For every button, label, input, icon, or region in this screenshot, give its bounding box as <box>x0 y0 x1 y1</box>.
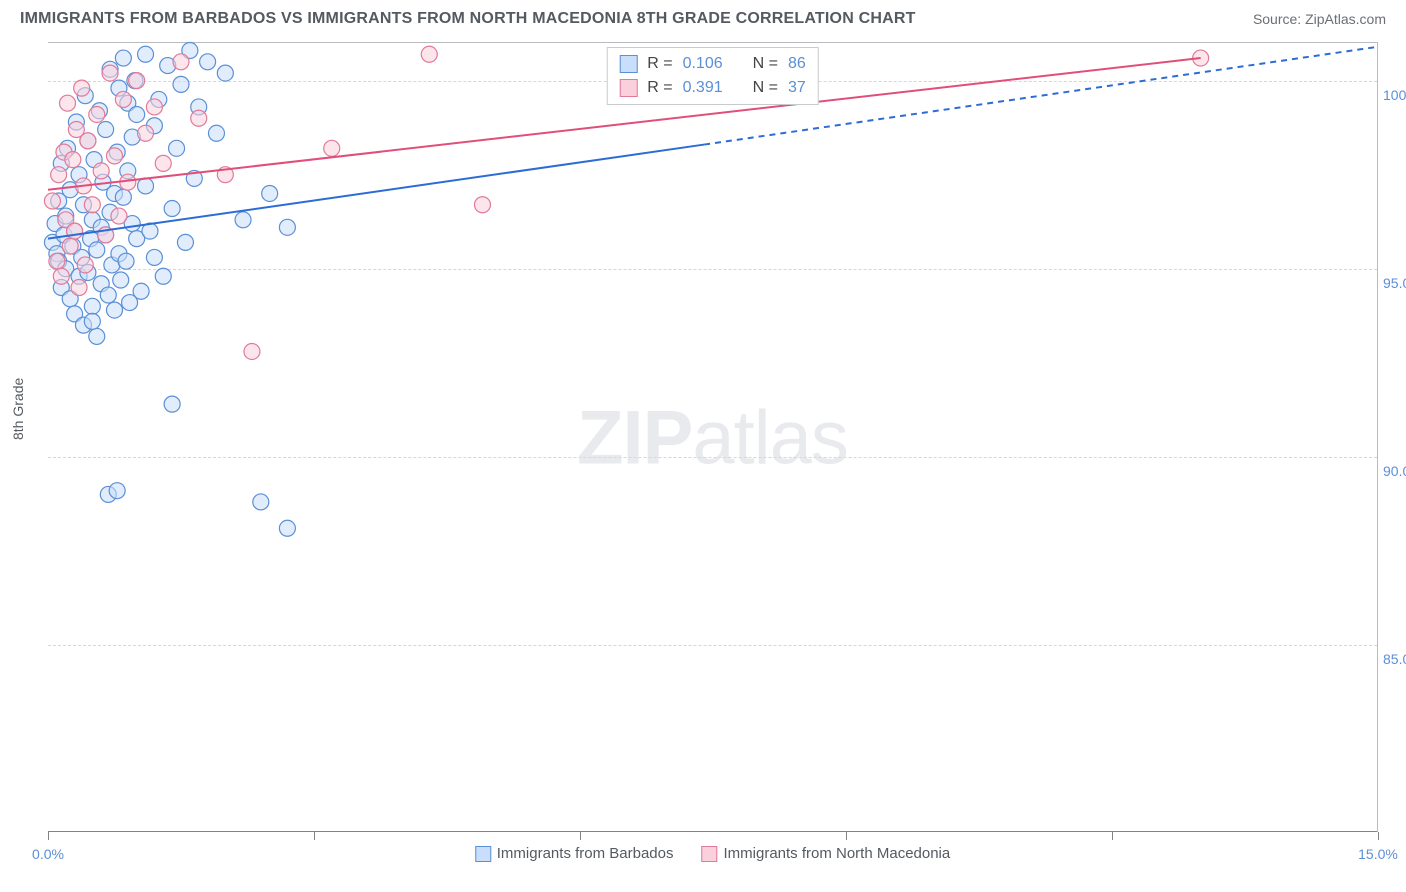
data-point <box>138 125 154 141</box>
ytick-label: 100.0% <box>1383 87 1406 103</box>
data-point <box>111 208 127 224</box>
data-point <box>129 73 145 89</box>
xtick <box>1112 832 1113 840</box>
ytick-label: 95.0% <box>1383 275 1406 291</box>
data-point <box>53 268 69 284</box>
data-point <box>146 99 162 115</box>
plot-svg <box>48 43 1377 832</box>
data-point <box>107 148 123 164</box>
stats-r-value: 0.391 <box>683 76 723 100</box>
data-point <box>71 280 87 296</box>
data-point <box>118 253 134 269</box>
xtick-label: 0.0% <box>32 846 64 862</box>
data-point <box>84 298 100 314</box>
data-point <box>191 110 207 126</box>
stats-n-value: 37 <box>788 76 806 100</box>
data-point <box>129 106 145 122</box>
legend-swatch <box>475 846 491 862</box>
legend-item: Immigrants from Barbados <box>475 845 674 862</box>
xtick <box>580 832 581 840</box>
data-point <box>244 343 260 359</box>
data-point <box>169 140 185 156</box>
data-point <box>115 91 131 107</box>
legend-label: Immigrants from North Macedonia <box>723 845 950 862</box>
xtick <box>48 832 49 840</box>
ytick-label: 90.0% <box>1383 463 1406 479</box>
data-point <box>77 257 93 273</box>
stats-r-value: 0.106 <box>683 52 723 76</box>
data-point <box>235 212 251 228</box>
data-point <box>89 242 105 258</box>
stats-box: R = 0.106 N = 86 R = 0.391 N = 37 <box>606 47 819 105</box>
data-point <box>84 313 100 329</box>
legend-item: Immigrants from North Macedonia <box>701 845 950 862</box>
xtick <box>314 832 315 840</box>
data-point <box>155 155 171 171</box>
data-point <box>98 122 114 138</box>
source-label: Source: ZipAtlas.com <box>1253 11 1386 27</box>
data-point <box>138 178 154 194</box>
data-point <box>155 268 171 284</box>
data-point <box>173 54 189 70</box>
data-point <box>93 163 109 179</box>
data-point <box>474 197 490 213</box>
data-point <box>74 80 90 96</box>
data-point <box>217 65 233 81</box>
stats-swatch <box>619 55 637 73</box>
data-point <box>107 302 123 318</box>
data-point <box>89 106 105 122</box>
data-point <box>421 46 437 62</box>
data-point <box>89 328 105 344</box>
ytick-label: 85.0% <box>1383 651 1406 667</box>
data-point <box>65 152 81 168</box>
data-point <box>173 76 189 92</box>
data-point <box>324 140 340 156</box>
stats-swatch <box>619 79 637 97</box>
data-point <box>49 253 65 269</box>
data-point <box>100 287 116 303</box>
data-point <box>109 483 125 499</box>
stats-r-label: R = <box>647 52 672 76</box>
data-point <box>177 234 193 250</box>
data-point <box>44 193 60 209</box>
data-point <box>133 283 149 299</box>
stats-n-value: 86 <box>788 52 806 76</box>
stats-n-label: N = <box>753 76 778 100</box>
data-point <box>146 249 162 265</box>
data-point <box>164 201 180 217</box>
data-point <box>138 46 154 62</box>
xtick-label: 15.0% <box>1358 846 1398 862</box>
data-point <box>115 50 131 66</box>
data-point <box>279 219 295 235</box>
data-point <box>60 95 76 111</box>
title-bar: IMMIGRANTS FROM BARBADOS VS IMMIGRANTS F… <box>0 0 1406 34</box>
data-point <box>102 65 118 81</box>
data-point <box>113 272 129 288</box>
legend-label: Immigrants from Barbados <box>497 845 674 862</box>
plot-container: ZIPatlas R =0.106N =86R =0.391N =37 0.0%… <box>48 42 1378 832</box>
legend-bottom: Immigrants from Barbados Immigrants from … <box>475 845 950 862</box>
data-point <box>84 197 100 213</box>
stats-row: R = 0.106 N = 86 <box>619 52 806 76</box>
stats-r-label: R = <box>647 76 672 100</box>
stats-row: R = 0.391 N = 37 <box>619 76 806 100</box>
data-point <box>262 185 278 201</box>
data-point <box>67 223 83 239</box>
xtick <box>846 832 847 840</box>
data-point <box>200 54 216 70</box>
legend-swatch <box>701 846 717 862</box>
x-axis-line <box>48 831 1377 832</box>
stats-n-label: N = <box>753 52 778 76</box>
data-point <box>62 238 78 254</box>
y-axis-label: 8th Grade <box>10 378 26 440</box>
data-point <box>164 396 180 412</box>
data-point <box>80 133 96 149</box>
data-point <box>208 125 224 141</box>
data-point <box>253 494 269 510</box>
data-point <box>279 520 295 536</box>
data-point <box>51 167 67 183</box>
xtick <box>1378 832 1379 840</box>
data-point <box>115 189 131 205</box>
chart-title: IMMIGRANTS FROM BARBADOS VS IMMIGRANTS F… <box>20 10 916 28</box>
